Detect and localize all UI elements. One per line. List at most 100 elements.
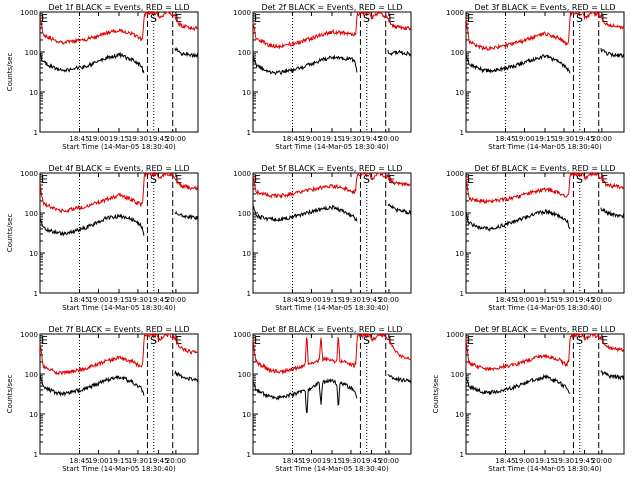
x-tick-label: 19:30 [341,296,361,304]
event-flag: E [254,334,261,347]
x-tick-label: 19:45 [574,296,594,304]
y-tick-label: 10 [455,250,464,258]
y-tick-label: 1 [460,290,464,298]
event-flag: S [363,173,370,186]
y-tick-label: 10 [242,89,251,97]
event-flag: E [41,334,48,347]
lld-rate-line [465,332,625,372]
y-tick-label: 10 [455,89,464,97]
panel-title: Det 6f BLACK = Events, RED = LLD [474,164,615,173]
event-flag: E [175,334,182,347]
event-flag: E [175,12,182,25]
y-tick-label: 1000 [20,331,38,339]
event-flag: E [41,12,48,25]
detector-panel-2: Det 2f BLACK = Events, RED = LLD 1 10 100 10… [233,3,412,151]
x-tick-label: 19:45 [148,457,168,465]
y-tick-label: 1 [34,290,38,298]
event-rate-line [252,49,412,76]
x-axis-label: Start Time (14-Mar-05 18:30:40) [275,465,389,473]
y-tick-label: 100 [238,371,251,379]
event-flag: E [388,12,395,25]
x-axis-label: Start Time (14-Mar-05 18:30:40) [62,143,176,151]
detector-panel-8: Det 8f BLACK = Events, RED = LLD 1 10 100 10… [233,325,412,473]
x-axis-label: Start Time (14-Mar-05 18:30:40) [275,143,389,151]
y-tick-label: 100 [25,371,38,379]
x-tick-label: 19:00 [514,135,534,143]
y-tick-label: 1000 [233,170,251,178]
x-tick-label: 19:45 [148,296,168,304]
event-rate-line [39,210,199,237]
x-tick-label: 19:45 [361,296,381,304]
y-tick-label: 10 [242,250,251,258]
x-axis-label: Start Time (14-Mar-05 18:30:40) [488,143,602,151]
event-flag: S [576,173,583,186]
x-tick-label: 19:30 [341,457,361,465]
y-tick-label: 100 [238,49,251,57]
x-tick-label: 20:00 [379,296,399,304]
x-tick-label: 19:00 [88,457,108,465]
lld-rate-line [39,332,199,376]
y-tick-label: 1 [460,129,464,137]
panel-title: Det 5f BLACK = Events, RED = LLD [261,164,402,173]
x-tick-label: 19:00 [301,135,321,143]
event-flag: E [467,12,474,25]
x-tick-label: 20:00 [379,457,399,465]
x-tick-label: 19:15 [109,457,129,465]
x-tick-label: 19:30 [341,135,361,143]
y-tick-label: 10 [29,89,38,97]
event-flag: E [601,173,608,186]
detector-panel-6: Det 6f BLACK = Events, RED = LLD 1 10 100 10… [446,164,625,312]
x-tick-label: 19:15 [322,296,342,304]
y-tick-label: 10 [29,250,38,258]
y-tick-label: 1 [34,451,38,459]
x-tick-label: 20:00 [379,135,399,143]
x-tick-label: 19:30 [554,457,574,465]
event-flag: E [467,334,474,347]
event-flag: S [150,173,157,186]
x-tick-label: 18:45 [69,296,89,304]
panel-title: Det 9f BLACK = Events, RED = LLD [474,325,615,334]
y-tick-label: 100 [238,210,251,218]
x-tick-label: 18:45 [495,457,515,465]
event-flag: S [150,12,157,25]
lld-rate-line [39,171,198,214]
lld-rate-line [465,11,625,51]
x-axis-label: Start Time (14-Mar-05 18:30:40) [62,465,176,473]
y-tick-label: 1000 [20,9,38,17]
x-tick-label: 19:15 [535,135,555,143]
event-rate-line [465,370,625,395]
lld-rate-line [465,171,625,205]
plot-frame [465,172,625,294]
y-axis-label: Counts/sec [6,53,14,92]
event-flag: E [467,173,474,186]
panel-title: Det 8f BLACK = Events, RED = LLD [261,325,402,334]
x-tick-label: 18:45 [495,296,515,304]
y-tick-label: 1 [460,451,464,459]
lld-rate-line [252,172,412,199]
event-flag: E [254,12,261,25]
x-tick-label: 20:00 [166,296,186,304]
panel-title: Det 4f BLACK = Events, RED = LLD [48,164,189,173]
x-tick-label: 19:45 [361,135,381,143]
lld-rate-line [252,10,412,50]
detector-panel-5: Det 5f BLACK = Events, RED = LLD 1 10 100 10… [233,164,412,312]
y-tick-label: 1000 [446,9,464,17]
x-tick-label: 18:45 [69,135,89,143]
x-tick-label: 19:30 [128,296,148,304]
y-tick-label: 1 [34,129,38,137]
x-tick-label: 19:30 [128,457,148,465]
panel-title: Det 1f BLACK = Events, RED = LLD [48,3,189,12]
y-tick-label: 1 [247,129,251,137]
event-flag: E [175,173,182,186]
detector-panel-3: Det 3f BLACK = Events, RED = LLD 1 10 100 10… [446,3,625,151]
x-axis-label: Start Time (14-Mar-05 18:30:40) [488,465,602,473]
x-tick-label: 19:00 [514,296,534,304]
y-tick-label: 100 [25,210,38,218]
x-tick-label: 19:45 [574,135,594,143]
y-axis-label: Counts/sec [6,375,14,414]
lld-rate-line [39,10,199,46]
event-rate-line [39,370,199,397]
y-tick-label: 1000 [446,170,464,178]
